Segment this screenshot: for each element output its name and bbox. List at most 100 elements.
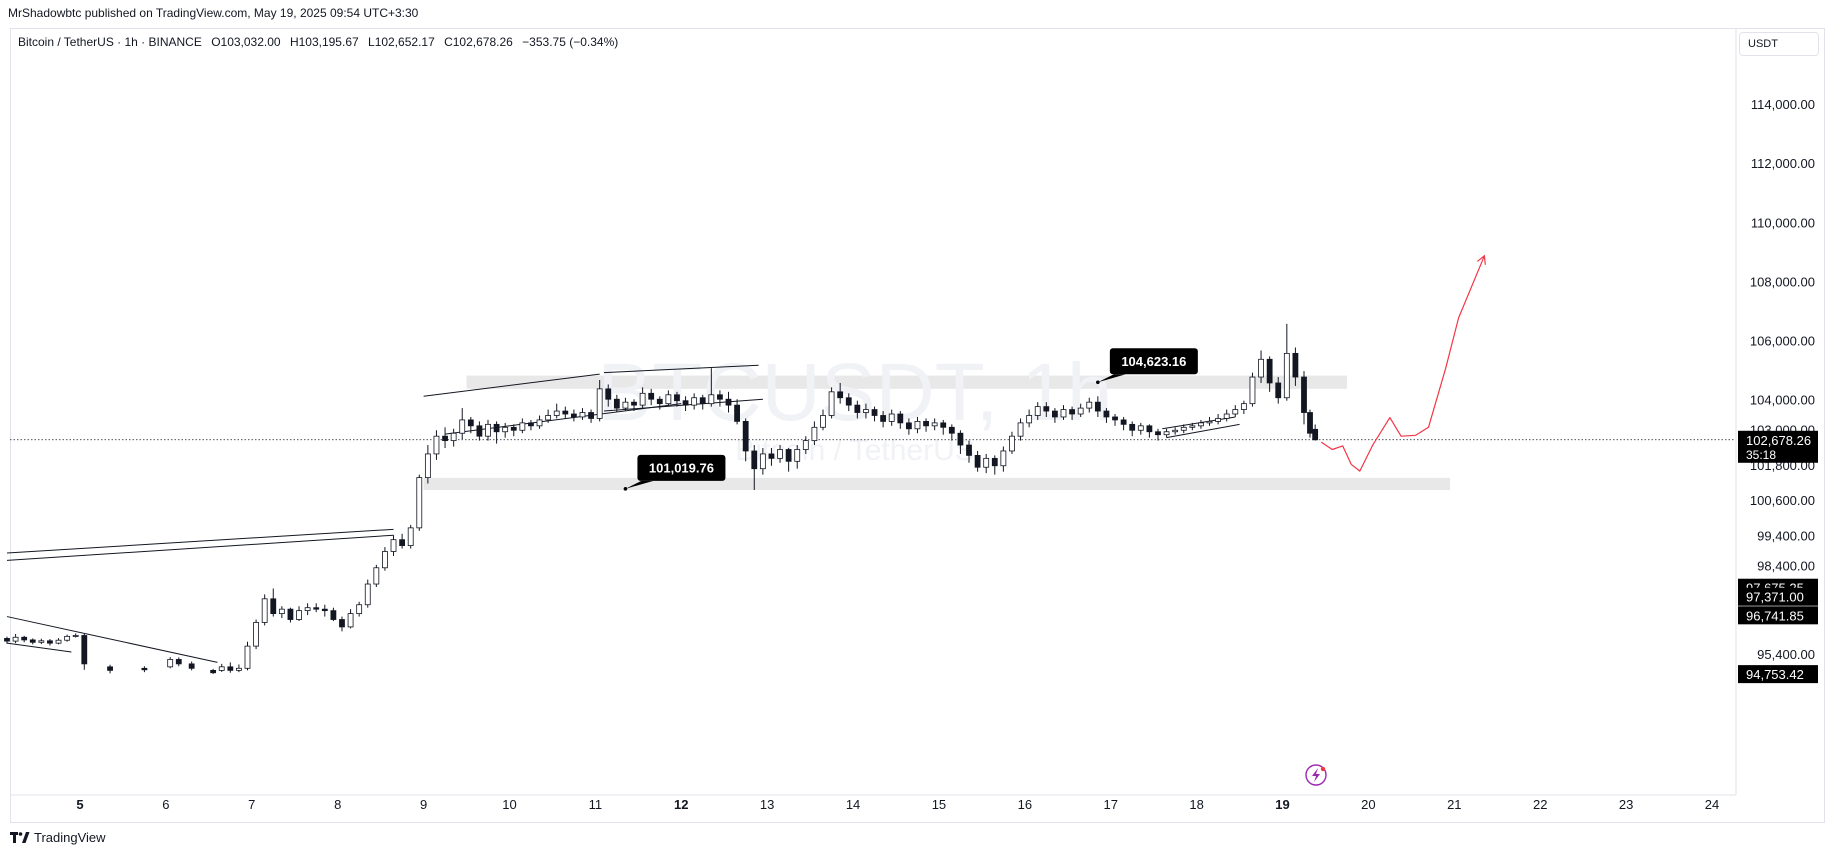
- time-tick-label: 22: [1533, 797, 1547, 812]
- time-tick-label: 24: [1705, 797, 1719, 812]
- candle-body: [1172, 429, 1179, 433]
- candle-body: [871, 409, 878, 416]
- candle-body: [622, 401, 629, 409]
- candle-body: [742, 420, 749, 452]
- time-tick-label: 12: [674, 797, 688, 812]
- symbol-legend[interactable]: Bitcoin / TetherUS · 1h · BINANCE O103,0…: [18, 35, 624, 49]
- time-tick-label: 5: [76, 797, 83, 812]
- trendline: [444, 403, 682, 435]
- callout-pointer: [1097, 374, 1126, 383]
- candle-body: [914, 420, 921, 430]
- candle-body: [407, 527, 414, 546]
- candle-body: [725, 398, 732, 406]
- legend-open: O103,032.00: [211, 35, 281, 49]
- candle-body: [1086, 401, 1093, 409]
- candle-body: [528, 422, 534, 427]
- candle-body: [493, 423, 500, 433]
- tradingview-logo-icon: [10, 831, 30, 843]
- candle-body: [820, 415, 826, 428]
- candle-body: [605, 388, 612, 400]
- candle-body: [1155, 431, 1161, 436]
- price-badge-label: 94,753.42: [1746, 667, 1804, 682]
- price-badge-countdown: 35:18: [1746, 448, 1776, 462]
- candle-body: [1052, 410, 1058, 418]
- candle-body: [502, 426, 509, 433]
- candle-body: [519, 422, 526, 431]
- price-tick-label: 114,000.00: [1751, 97, 1815, 112]
- legend-change: −353.75 (−0.34%): [522, 35, 619, 49]
- candle-body: [717, 394, 723, 400]
- footer-logo[interactable]: TradingView: [10, 830, 106, 845]
- candle-body: [991, 457, 998, 467]
- candle-body: [330, 610, 337, 620]
- candle-body: [81, 635, 88, 665]
- candle-body: [1312, 428, 1319, 441]
- candle-body: [1215, 418, 1222, 422]
- candle-body: [1223, 413, 1230, 419]
- candle-body: [1292, 352, 1299, 378]
- candle-body: [510, 426, 517, 431]
- candle-body: [691, 397, 698, 406]
- candle-body: [579, 412, 586, 418]
- candle-body: [1103, 410, 1110, 418]
- legend-symbol: Bitcoin / TetherUS · 1h · BINANCE: [18, 35, 202, 49]
- candle-body: [459, 419, 466, 434]
- candle-body: [1163, 431, 1170, 436]
- candle-body: [639, 392, 646, 406]
- price-tick-label: 112,000.00: [1751, 156, 1815, 171]
- trendline: [423, 373, 600, 397]
- price-badge-label: 96,741.85: [1746, 608, 1804, 623]
- time-tick-label: 19: [1275, 797, 1289, 812]
- time-tick-label: 7: [248, 797, 255, 812]
- candle-body: [1000, 450, 1007, 467]
- candle-body: [141, 667, 148, 671]
- legend-close: C102,678.26: [444, 35, 513, 49]
- time-tick-label: 11: [589, 797, 603, 812]
- candle-body: [167, 659, 174, 668]
- price-tick-label: 99,400.00: [1757, 529, 1815, 544]
- candle-body: [1017, 422, 1024, 437]
- candle-body: [12, 636, 19, 642]
- time-tick-label: 8: [334, 797, 341, 812]
- price-tick-label: 104,000.00: [1750, 393, 1815, 408]
- callout-anchor: [1096, 380, 1100, 385]
- candle-body: [107, 666, 113, 671]
- candle-body: [837, 391, 844, 399]
- candle-body: [545, 415, 552, 421]
- price-tick-label: 106,000.00: [1750, 334, 1815, 349]
- legend-high: H103,195.67: [289, 35, 359, 49]
- candle-body: [1009, 435, 1015, 452]
- candle-body: [957, 432, 964, 446]
- candle-body: [339, 619, 345, 628]
- legend-low: L102,652.17: [368, 35, 435, 49]
- candle-body: [29, 639, 36, 643]
- trendline: [6, 616, 218, 663]
- candle-body: [304, 607, 311, 612]
- candle-body: [966, 444, 972, 456]
- support-resistance-zone: [466, 375, 1347, 389]
- candle-body: [1077, 407, 1084, 415]
- candle-body: [1026, 415, 1033, 424]
- currency-button[interactable]: USDT: [1739, 32, 1819, 56]
- candle-body: [347, 613, 354, 628]
- candle-body: [424, 453, 431, 478]
- support-resistance-zone: [423, 477, 1451, 490]
- footer-logo-text: TradingView: [34, 830, 106, 845]
- candle-body: [734, 404, 740, 422]
- lightning-icon[interactable]: [1305, 764, 1327, 786]
- callout-box: [637, 454, 726, 481]
- time-tick-label: 20: [1361, 797, 1375, 812]
- candle-body: [536, 419, 543, 427]
- candle-body: [785, 449, 792, 462]
- time-tick-label: 6: [162, 797, 169, 812]
- candle-body: [794, 449, 801, 462]
- candle-body: [485, 423, 491, 437]
- candle-body: [708, 394, 715, 405]
- candle-body: [1258, 358, 1264, 378]
- candle-body: [948, 426, 955, 434]
- callout-pointer: [625, 480, 654, 489]
- trendline: [1166, 423, 1240, 439]
- price-badge-label: 102,678.26: [1746, 433, 1811, 448]
- candle-body: [983, 457, 990, 468]
